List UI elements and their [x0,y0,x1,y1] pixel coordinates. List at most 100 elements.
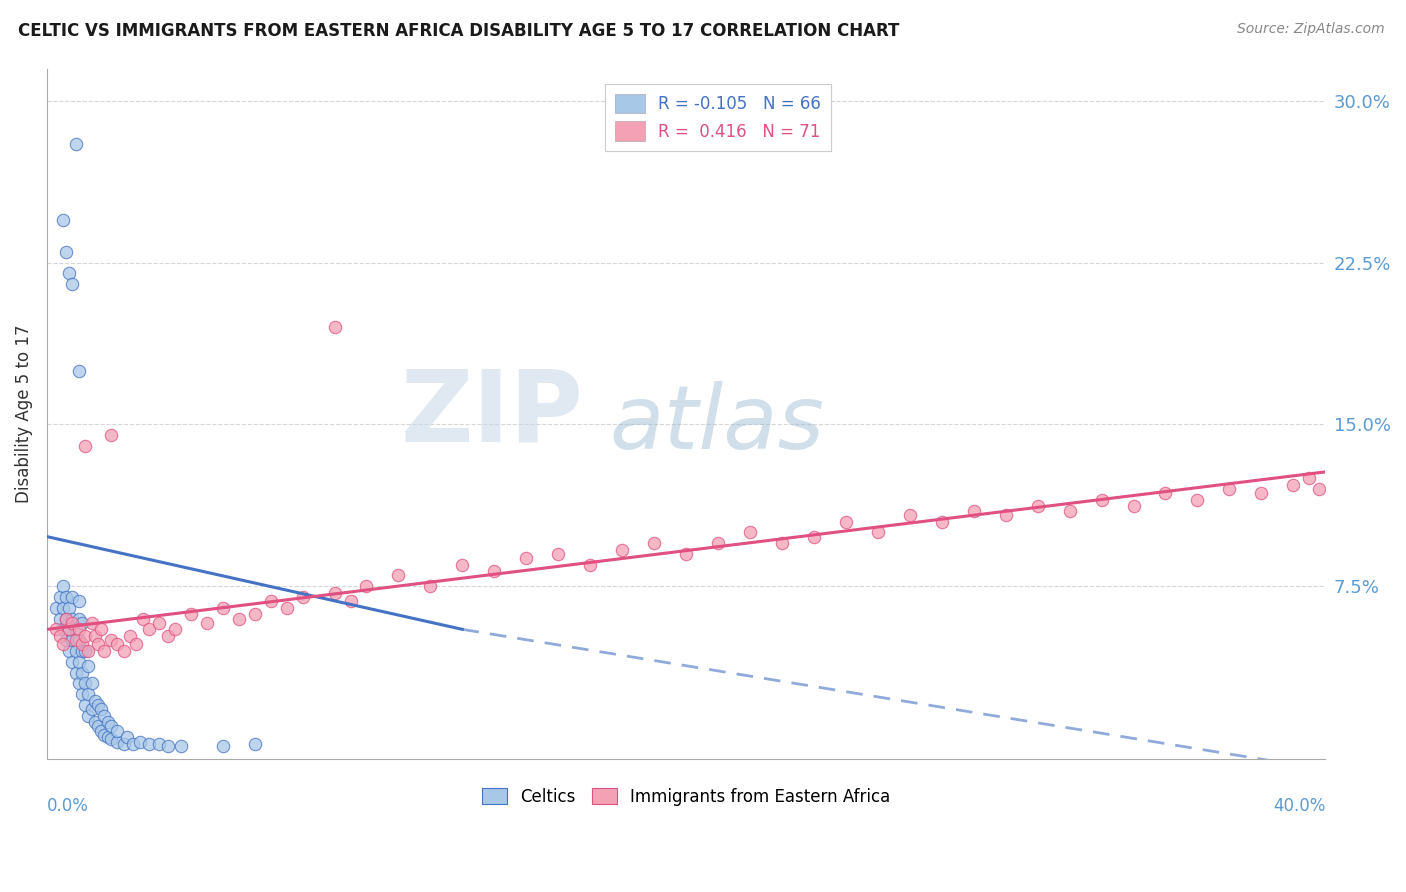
Point [866,525,889,540]
Point [48,629,70,643]
Point [157,629,180,643]
Point [62,277,84,292]
Point [77,687,100,701]
Point [291,590,314,604]
Point [62,655,84,669]
Point [994,508,1017,522]
Text: 40.0%: 40.0% [1272,797,1326,814]
Point [100,633,122,648]
Point [1187,492,1209,507]
Point [75,629,97,643]
Point [65,633,87,648]
Point [97,715,120,730]
Point [55,611,77,625]
Point [48,611,70,625]
Point [148,737,170,751]
Point [118,629,141,643]
Point [259,594,281,608]
Point [451,558,474,572]
Point [112,737,135,751]
Y-axis label: Disability Age 5 to 17: Disability Age 5 to 17 [15,325,32,503]
Text: ZIP: ZIP [401,365,583,462]
Point [579,558,602,572]
Point [55,633,77,648]
Point [105,723,128,738]
Point [803,530,825,544]
Point [122,737,145,751]
Point [75,644,97,658]
Point [52,579,75,593]
Point [90,623,112,637]
Point [70,665,93,680]
Point [83,715,105,730]
Point [77,659,100,673]
Point [1122,500,1144,514]
Point [738,525,761,540]
Point [339,594,361,608]
Point [643,536,665,550]
Point [67,623,90,637]
Point [105,734,128,748]
Point [835,515,858,529]
Point [105,637,128,651]
Point [67,363,90,377]
Point [70,637,93,651]
Point [83,693,105,707]
Point [62,633,84,648]
Point [90,702,112,716]
Point [55,590,77,604]
Point [138,623,160,637]
Point [243,607,266,622]
Text: 0.0%: 0.0% [46,797,89,814]
Point [70,644,93,658]
Point [67,611,90,625]
Point [1250,486,1272,500]
Point [132,611,155,625]
Point [93,708,115,723]
Point [67,633,90,648]
Point [87,719,110,733]
Point [58,623,80,637]
Point [93,644,115,658]
Point [100,428,122,442]
Point [67,594,90,608]
Point [65,644,87,658]
Text: Source: ZipAtlas.com: Source: ZipAtlas.com [1237,22,1385,37]
Point [75,439,97,453]
Point [87,698,110,712]
Point [52,212,75,227]
Point [58,267,80,281]
Point [83,629,105,643]
Point [58,623,80,637]
Point [148,615,170,630]
Point [58,600,80,615]
Point [387,568,409,582]
Point [1090,492,1112,507]
Point [128,734,150,748]
Point [87,637,110,651]
Point [115,730,138,744]
Point [323,585,346,599]
Point [323,320,346,334]
Legend: R = -0.105   N = 66, R =  0.416   N = 71: R = -0.105 N = 66, R = 0.416 N = 71 [605,84,831,151]
Point [55,611,77,625]
Point [52,623,75,637]
Point [963,504,986,518]
Point [67,655,90,669]
Text: CELTIC VS IMMIGRANTS FROM EASTERN AFRICA DISABILITY AGE 5 TO 17 CORRELATION CHAR: CELTIC VS IMMIGRANTS FROM EASTERN AFRICA… [18,22,900,40]
Point [125,637,148,651]
Point [97,730,120,744]
Point [62,611,84,625]
Point [195,615,218,630]
Point [1059,504,1081,518]
Point [1298,471,1320,485]
Point [157,739,180,753]
Point [356,579,378,593]
Text: atlas: atlas [609,381,824,467]
Point [67,676,90,690]
Point [58,644,80,658]
Point [484,564,506,578]
Point [112,644,135,658]
Point [1154,486,1177,500]
Point [243,737,266,751]
